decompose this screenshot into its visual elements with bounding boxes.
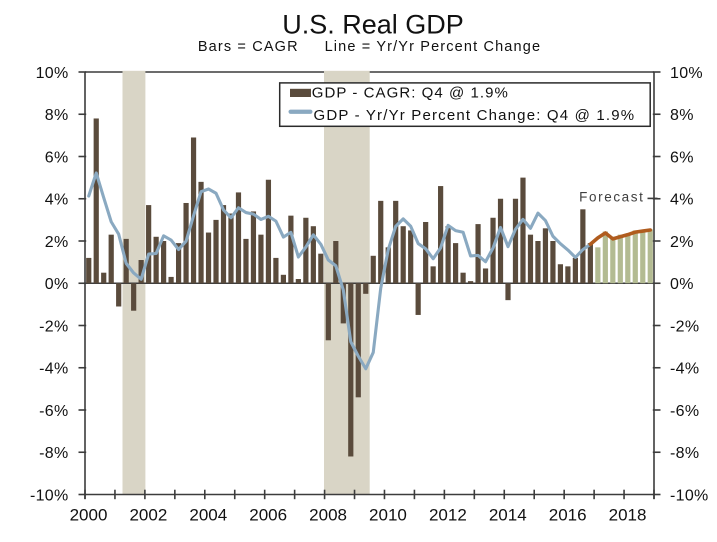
svg-text:2008: 2008: [309, 505, 347, 524]
svg-text:2%: 2%: [45, 234, 69, 251]
svg-text:0%: 0%: [45, 276, 69, 293]
svg-text:6%: 6%: [45, 149, 69, 166]
svg-text:2006: 2006: [249, 505, 287, 524]
svg-text:-8%: -8%: [670, 445, 699, 462]
svg-text:4%: 4%: [45, 192, 69, 209]
svg-text:2014: 2014: [489, 505, 527, 524]
svg-text:GDP - Yr/Yr Percent Change: Q4: GDP - Yr/Yr Percent Change: Q4 @ 1.9%: [314, 107, 636, 124]
svg-text:-6%: -6%: [670, 403, 699, 420]
svg-text:10%: 10%: [36, 65, 69, 82]
svg-text:0%: 0%: [670, 276, 694, 293]
svg-text:2016: 2016: [549, 505, 587, 524]
svg-text:2010: 2010: [369, 505, 407, 524]
svg-text:-4%: -4%: [670, 361, 699, 378]
svg-text:Bars = CAGR Line = Yr/Yr P: Bars = CAGR Line = Yr/Yr Percent Change: [198, 39, 541, 55]
svg-text:8%: 8%: [670, 107, 694, 124]
svg-text:4%: 4%: [670, 192, 694, 209]
svg-text:GDP - CAGR: Q4 @ 1.9%: GDP - CAGR: Q4 @ 1.9%: [312, 84, 509, 101]
svg-text:6%: 6%: [670, 149, 694, 166]
svg-text:8%: 8%: [45, 107, 69, 124]
svg-text:2%: 2%: [670, 234, 694, 251]
svg-text:2002: 2002: [129, 505, 167, 524]
svg-text:2012: 2012: [429, 505, 467, 524]
svg-text:10%: 10%: [670, 65, 703, 82]
svg-text:-10%: -10%: [30, 487, 69, 504]
svg-text:-4%: -4%: [39, 361, 68, 378]
svg-text:-2%: -2%: [39, 318, 68, 335]
svg-text:2004: 2004: [189, 505, 227, 524]
svg-text:U.S. Real GDP: U.S. Real GDP: [282, 10, 464, 40]
svg-text:-6%: -6%: [39, 403, 68, 420]
svg-text:-10%: -10%: [670, 487, 709, 504]
svg-text:Forecast: Forecast: [579, 189, 644, 204]
svg-text:-8%: -8%: [39, 445, 68, 462]
svg-text:-2%: -2%: [670, 318, 699, 335]
svg-text:2000: 2000: [70, 505, 108, 524]
svg-text:2018: 2018: [609, 505, 647, 524]
